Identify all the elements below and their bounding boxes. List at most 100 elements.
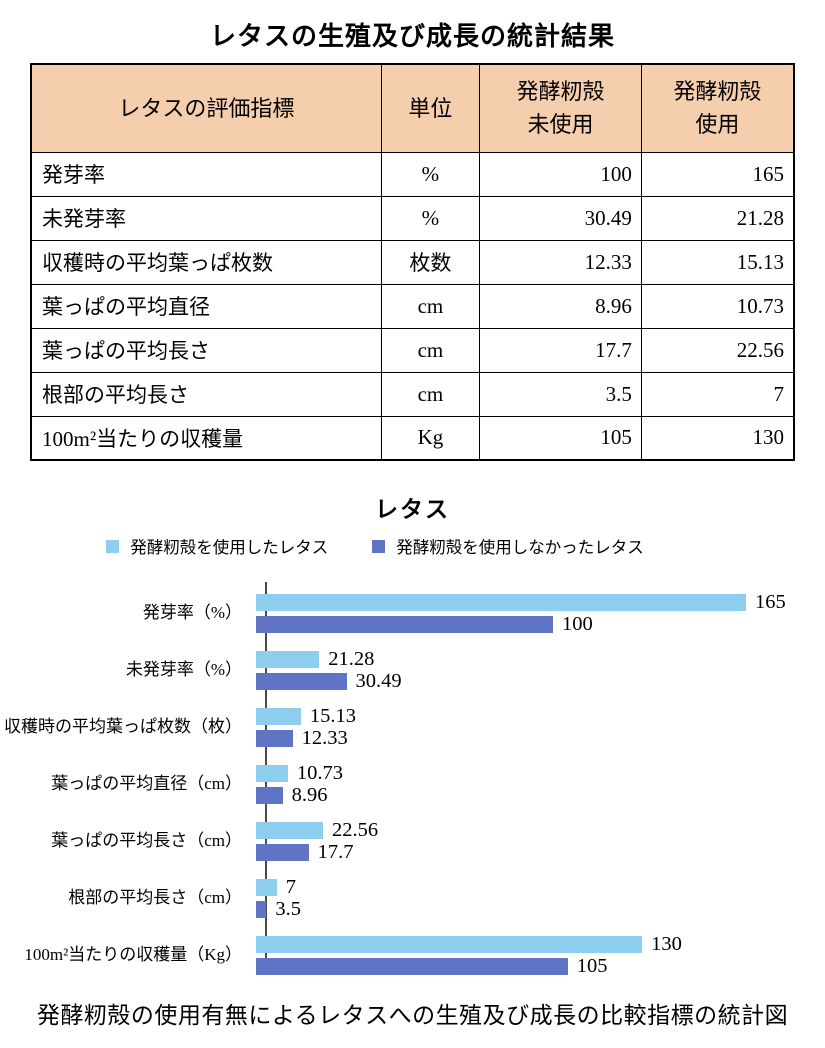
cell-used-value: 21.28 (640, 195, 795, 241)
legend-item-1: 発酵籾殻を使用しなかったレタス (372, 534, 644, 558)
bar-used (256, 708, 301, 725)
cell-unused-value: 8.96 (479, 283, 642, 329)
bar-line-unused: 12.33 (256, 727, 825, 749)
cell-used-value: 165 (640, 151, 795, 197)
bar-line-used: 7 (256, 876, 825, 898)
cell-indicator: 未発芽率 (30, 195, 382, 241)
value-label-used: 15.13 (309, 705, 357, 727)
value-label-used: 130 (651, 933, 682, 955)
bar-line-unused: 8.96 (256, 784, 825, 806)
legend-swatch-used (106, 539, 120, 553)
cell-unit: Kg (380, 415, 481, 461)
bar-group: 7 3.5 (254, 876, 825, 920)
table-row: 根部の平均長さ cm 3.5 7 (30, 371, 795, 417)
value-label-unused: 105 (576, 955, 608, 977)
bar-group: 21.28 30.49 (254, 648, 825, 692)
chart-row-3: 葉っぱの平均直径（cm） 10.73 8.96 (0, 756, 825, 813)
value-label-unused: 8.96 (291, 784, 328, 806)
bar-used (256, 936, 643, 953)
bar-unused (256, 673, 347, 690)
table-row: 収穫時の平均葉っぱ枚数 枚数 12.33 15.13 (30, 239, 795, 285)
cell-unit: cm (380, 371, 481, 417)
table-row: 葉っぱの平均長さ cm 17.7 22.56 (30, 327, 795, 373)
chart-row-2: 収穫時の平均葉っぱ枚数（枚） 15.13 12.33 (0, 699, 825, 756)
bar-line-unused: 105 (256, 955, 825, 977)
bar-group: 15.13 12.33 (254, 705, 825, 749)
chart-caption: 発酵籾殻の使用有無によるレタスへの生殖及び成長の比較指標の統計図 (36, 1003, 789, 1028)
cell-unused-value: 12.33 (479, 239, 642, 285)
bar-used (256, 594, 746, 611)
cell-used-value: 7 (640, 371, 795, 417)
chart-plot-area: 発芽率（%） 165 100 未発芽率（%） 21.28 30.49 収穫時の平均葉っぱ枚数… (0, 585, 825, 984)
cell-used-value: 10.73 (640, 283, 795, 329)
bar-used (256, 651, 320, 668)
legend-swatch-unused (372, 539, 386, 553)
bar-unused (256, 844, 309, 861)
value-label-unused: 3.5 (275, 898, 302, 920)
cell-used-value: 15.13 (640, 239, 795, 285)
cell-indicator: 根部の平均長さ (30, 371, 382, 417)
table-row: 葉っぱの平均直径 cm 8.96 10.73 (30, 283, 795, 329)
bar-line-used: 15.13 (256, 705, 825, 727)
bar-unused (256, 958, 568, 975)
bar-group: 165 100 (254, 591, 825, 635)
category-label: 発芽率（%） (142, 603, 242, 623)
cell-indicator: 葉っぱの平均長さ (30, 327, 382, 373)
cell-unused-value: 30.49 (479, 195, 642, 241)
bar-line-unused: 17.7 (256, 841, 825, 863)
stats-table: レタスの評価指標 単位 発酵籾殻 未使用 発酵籾殻 使用 発芽率% 100 165 未発芽率% 3… (30, 63, 795, 461)
chart-row-0: 発芽率（%） 165 100 (0, 585, 825, 642)
cell-indicator: 発芽率 (30, 151, 382, 197)
chart-legend: 発酵籾殻を使用したレタス 発酵籾殻を使用しなかったレタス (0, 534, 750, 558)
cell-indicator: 葉っぱの平均直径 (30, 283, 382, 329)
value-label-unused: 30.49 (355, 670, 402, 692)
cell-unit: % (380, 151, 481, 197)
bar-line-used: 165 (256, 591, 825, 613)
bar-used (256, 765, 288, 782)
bar-used (256, 822, 323, 839)
chart-row-6: 100m²当たりの収穫量（Kg） 130 105 (0, 927, 825, 984)
chart-row-5: 根部の平均長さ（cm） 7 3.5 (0, 870, 825, 927)
legend-label-0: 発酵籾殻を使用したレタス (130, 538, 329, 557)
bar-line-unused: 3.5 (256, 898, 825, 920)
cell-used-value: 22.56 (640, 327, 795, 373)
cell-unused-value: 105 (479, 415, 642, 461)
bar-line-unused: 30.49 (256, 670, 825, 692)
bar-line-used: 21.28 (256, 648, 825, 670)
column-header-1: 単位 (380, 63, 481, 153)
value-label-used: 21.28 (328, 648, 375, 670)
table-body: 発芽率% 100 165 未発芽率% 30.49 21.28 収穫時の平均葉っぱ枚数 枚数 12… (30, 151, 795, 461)
category-label: 葉っぱの平均長さ（cm） (51, 831, 242, 851)
bar-group: 10.73 8.96 (254, 762, 825, 806)
value-label-used: 22.56 (332, 819, 379, 841)
bar-group: 22.56 17.7 (254, 819, 825, 863)
category-label: 葉っぱの平均直径（cm） (51, 774, 242, 794)
column-header-2: 発酵籾殻 未使用 (479, 63, 642, 153)
cell-used-value: 130 (640, 415, 795, 461)
bar-line-unused: 100 (256, 613, 825, 635)
cell-unused-value: 3.5 (479, 371, 642, 417)
bar-group: 130 105 (254, 933, 825, 977)
cell-unused-value: 100 (479, 151, 642, 197)
table-header-row: レタスの評価指標 単位 発酵籾殻 未使用 発酵籾殻 使用 (30, 63, 795, 153)
bar-used (256, 879, 277, 896)
table-row: 100m²当たりの収穫量 Kg 105 130 (30, 415, 795, 461)
category-label: 根部の平均長さ（cm） (68, 888, 242, 908)
bar-line-used: 130 (256, 933, 825, 955)
chart-row-4: 葉っぱの平均長さ（cm） 22.56 17.7 (0, 813, 825, 870)
cell-unit: cm (380, 327, 481, 373)
bar-unused (256, 901, 267, 918)
value-label-used: 165 (755, 591, 786, 613)
bar-unused (256, 787, 283, 804)
category-label: 100m²当たりの収穫量（Kg） (24, 945, 242, 965)
cell-unit: % (380, 195, 481, 241)
page-title: レタスの生殖及び成長の統計結果 (209, 22, 615, 51)
value-label-unused: 17.7 (317, 841, 354, 863)
value-label-used: 7 (285, 876, 297, 898)
column-header-3: 発酵籾殻 使用 (640, 63, 795, 153)
bar-unused (256, 616, 553, 633)
cell-unit: cm (380, 283, 481, 329)
legend-item-0: 発酵籾殻を使用したレタス (106, 534, 328, 558)
category-label: 未発芽率（%） (125, 660, 242, 680)
